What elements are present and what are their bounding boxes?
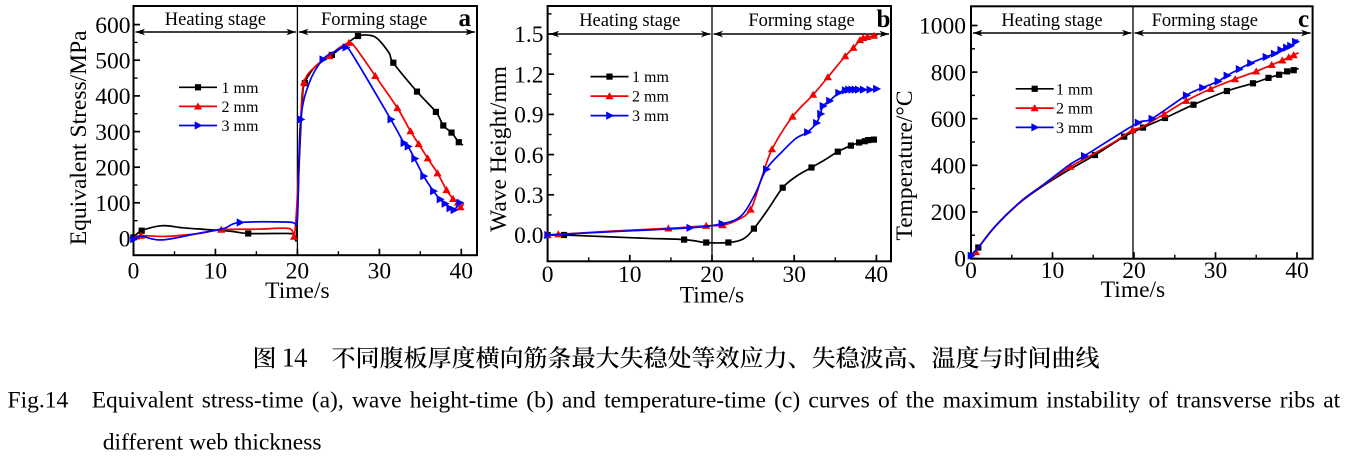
svg-text:0: 0	[119, 227, 131, 253]
svg-text:Heating stage: Heating stage	[1001, 11, 1102, 31]
svg-text:0: 0	[542, 262, 554, 288]
svg-text:30: 30	[368, 259, 392, 285]
svg-text:10: 10	[204, 259, 228, 285]
svg-text:Heating stage: Heating stage	[165, 10, 266, 30]
svg-text:40: 40	[1285, 258, 1309, 284]
svg-text:600: 600	[931, 107, 966, 133]
svg-text:40: 40	[450, 259, 474, 285]
svg-text:2 mm: 2 mm	[222, 99, 259, 116]
svg-text:30: 30	[782, 262, 806, 288]
svg-text:Temperature/°C: Temperature/°C	[892, 91, 918, 241]
svg-text:b: b	[877, 6, 891, 33]
svg-text:0: 0	[954, 247, 966, 273]
svg-text:Fig.14: Fig.14	[8, 388, 69, 414]
svg-text:200: 200	[931, 200, 966, 226]
svg-text:0.9: 0.9	[514, 103, 543, 129]
svg-text:1.5: 1.5	[514, 22, 543, 48]
svg-text:Time/s: Time/s	[680, 283, 744, 309]
svg-text:300: 300	[95, 120, 130, 146]
svg-text:10: 10	[1041, 258, 1065, 284]
svg-text:0: 0	[965, 258, 977, 284]
svg-text:20: 20	[286, 259, 310, 285]
svg-text:1 mm: 1 mm	[632, 69, 669, 86]
svg-text:0.6: 0.6	[514, 143, 544, 169]
svg-text:40: 40	[865, 262, 889, 288]
svg-text:1 mm: 1 mm	[222, 80, 259, 97]
svg-text:Wave Height/mm: Wave Height/mm	[486, 66, 512, 232]
svg-text:3 mm: 3 mm	[632, 108, 669, 125]
svg-text:Heating stage: Heating stage	[579, 11, 680, 31]
svg-text:600: 600	[95, 13, 130, 39]
svg-text:3 mm: 3 mm	[222, 118, 259, 135]
svg-text:Equivalent stress-time (a), wa: Equivalent stress-time (a), wave height-…	[92, 388, 1341, 414]
svg-text:30: 30	[1204, 258, 1228, 284]
svg-text:20: 20	[700, 262, 724, 288]
svg-text:c: c	[1298, 6, 1309, 33]
svg-text:Forming stage: Forming stage	[321, 10, 427, 30]
svg-text:400: 400	[931, 154, 966, 180]
svg-text:1 mm: 1 mm	[1056, 81, 1093, 98]
svg-text:0.0: 0.0	[514, 223, 543, 249]
svg-text:0: 0	[128, 259, 140, 285]
svg-text:Time/s: Time/s	[265, 278, 329, 304]
svg-text:Time/s: Time/s	[1101, 277, 1165, 303]
svg-text:10: 10	[618, 262, 642, 288]
svg-text:Equivalent Stress/MPa: Equivalent Stress/MPa	[66, 30, 92, 245]
svg-text:3 mm: 3 mm	[1056, 120, 1093, 137]
svg-text:1000: 1000	[919, 14, 966, 40]
svg-text:2 mm: 2 mm	[1056, 101, 1093, 118]
svg-text:0.3: 0.3	[514, 183, 543, 209]
svg-text:different web thickness: different web thickness	[103, 430, 322, 456]
svg-text:2 mm: 2 mm	[632, 89, 669, 106]
svg-text:Forming stage: Forming stage	[1152, 11, 1258, 31]
svg-text:400: 400	[95, 84, 130, 110]
svg-text:1.2: 1.2	[514, 62, 543, 88]
svg-text:800: 800	[931, 60, 966, 86]
svg-text:20: 20	[1122, 258, 1146, 284]
svg-text:200: 200	[95, 155, 130, 181]
svg-text:100: 100	[95, 191, 130, 217]
svg-text:a: a	[459, 5, 472, 32]
svg-text:Forming stage: Forming stage	[748, 11, 854, 31]
svg-text:500: 500	[95, 49, 130, 75]
